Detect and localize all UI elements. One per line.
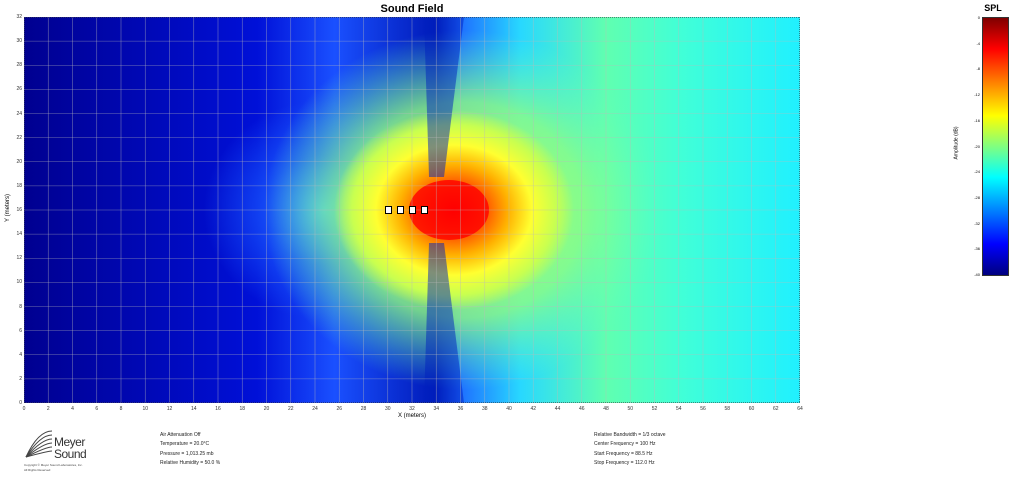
- x-tick-label: 60: [748, 406, 755, 412]
- x-axis-label: X (meters): [397, 413, 426, 419]
- x-tick-label: 42: [530, 406, 537, 412]
- colorbar-tick-label: -8: [976, 66, 980, 72]
- x-tick-label: 0: [22, 406, 26, 412]
- x-tick-label: 10: [142, 406, 149, 412]
- colorbar-tick-label: -40: [974, 272, 980, 277]
- y-tick-label: 20: [16, 158, 22, 165]
- x-tick-label: 14: [190, 406, 197, 412]
- frequency-info-line: Relative Bandwidth = 1/3 octave: [594, 432, 666, 438]
- meyer-sound-logo: Meyer Sound Copyright © Meyer Sound Labo…: [24, 427, 104, 477]
- colorbar-title: SPL: [984, 3, 1002, 13]
- colorbar-tick-label: -28: [974, 194, 980, 200]
- x-tick-label: 50: [627, 406, 634, 412]
- frequency-info-line: Stop Frequency = 112.0 Hz: [594, 459, 655, 466]
- y-tick-label: 30: [16, 38, 22, 45]
- x-tick-label: 8: [119, 406, 123, 412]
- colorbar-tick-label: -4: [976, 40, 980, 46]
- x-tick-label: 20: [263, 406, 270, 412]
- x-tick-label: 44: [554, 406, 561, 412]
- x-tick-label: 38: [481, 406, 488, 412]
- x-tick-label: 2: [46, 406, 50, 412]
- speaker-source-icon[interactable]: [384, 206, 392, 214]
- y-tick-label: 10: [16, 279, 22, 286]
- y-axis-label: Y (meters): [4, 194, 11, 222]
- plot-grid: [24, 17, 800, 403]
- logo-wave-icon: [25, 430, 53, 458]
- colorbar-tick-label: -24: [974, 169, 980, 175]
- heatmap-svg: [24, 17, 800, 403]
- speaker-source-icon[interactable]: [409, 206, 416, 214]
- x-tick-label: 18: [239, 406, 246, 412]
- y-tick-label: 6: [19, 327, 22, 334]
- colorbar-tick-label: -32: [974, 220, 980, 226]
- logo-copyright: Copyright © Meyer Sound Laboratories, In…: [24, 463, 83, 467]
- x-tick-label: 16: [215, 406, 221, 412]
- colorbar-tick-label: -12: [974, 92, 980, 98]
- colorbar-tick-label: -36: [974, 246, 980, 252]
- x-tick-label: 26: [336, 406, 343, 412]
- y-tick-label: 32: [16, 14, 22, 20]
- logo-word-meyer: Meyer: [54, 435, 85, 449]
- x-tick-label: 46: [578, 406, 585, 412]
- environment-info-line: Pressure = 1,013.25 mb: [160, 450, 214, 457]
- y-tick-label: 22: [16, 134, 22, 141]
- sound-field-plot[interactable]: [24, 17, 800, 403]
- frequency-info-line: Start Frequency = 88.5 Hz: [594, 450, 653, 457]
- speaker-source-icon[interactable]: [421, 206, 429, 214]
- x-tick-label: 32: [409, 406, 415, 412]
- y-tick-label: 28: [16, 62, 22, 69]
- x-tick-label: 62: [772, 406, 779, 412]
- x-tick-label: 36: [457, 406, 464, 412]
- x-tick-label: 28: [360, 406, 367, 412]
- x-tick-label: 12: [166, 406, 173, 412]
- chart-title: Sound Field: [380, 3, 444, 15]
- y-tick-label: 16: [16, 207, 22, 213]
- x-tick-label: 24: [312, 406, 318, 412]
- y-tick-label: 4: [19, 351, 22, 358]
- colorbar-label: Amplitude (dB): [953, 126, 960, 160]
- x-tick-label: 6: [95, 406, 99, 412]
- x-tick-label: 22: [287, 406, 294, 412]
- y-tick-label: 12: [16, 255, 22, 262]
- x-tick-label: 40: [506, 406, 512, 412]
- frequency-info-line: Center Frequency = 100 Hz: [594, 441, 656, 448]
- colorbar-tick-label: 0: [977, 15, 980, 20]
- speaker-source-icon[interactable]: [396, 206, 404, 214]
- x-tick-label: 52: [651, 406, 658, 412]
- spl-colorbar: [982, 17, 1009, 276]
- logo-rights: All Rights Reserved: [24, 468, 51, 472]
- x-tick-label: 64: [797, 406, 803, 412]
- y-tick-label: 0: [19, 400, 22, 406]
- environment-info-line: Air Attenuation Off: [160, 432, 201, 438]
- y-tick-label: 24: [16, 110, 22, 117]
- colorbar-tick-label: -16: [974, 117, 980, 123]
- x-tick-label: 56: [700, 406, 706, 412]
- logo-word-sound: Sound: [54, 447, 87, 461]
- x-tick-label: 4: [71, 406, 74, 412]
- x-tick-label: 30: [384, 406, 391, 412]
- environment-info-line: Relative Humidity = 50.0 %: [160, 459, 221, 466]
- x-tick-label: 58: [724, 406, 731, 412]
- x-tick-label: 48: [603, 406, 609, 412]
- y-tick-label: 14: [16, 231, 22, 238]
- colorbar-tick-label: -20: [974, 143, 980, 149]
- y-tick-label: 8: [19, 303, 22, 310]
- x-tick-label: 34: [433, 406, 440, 412]
- environment-info-line: Temperature = 20.0°C: [160, 441, 210, 448]
- y-tick-label: 18: [16, 182, 22, 189]
- y-tick-label: 2: [19, 375, 22, 382]
- x-tick-label: 54: [675, 406, 682, 412]
- y-tick-label: 26: [16, 86, 22, 93]
